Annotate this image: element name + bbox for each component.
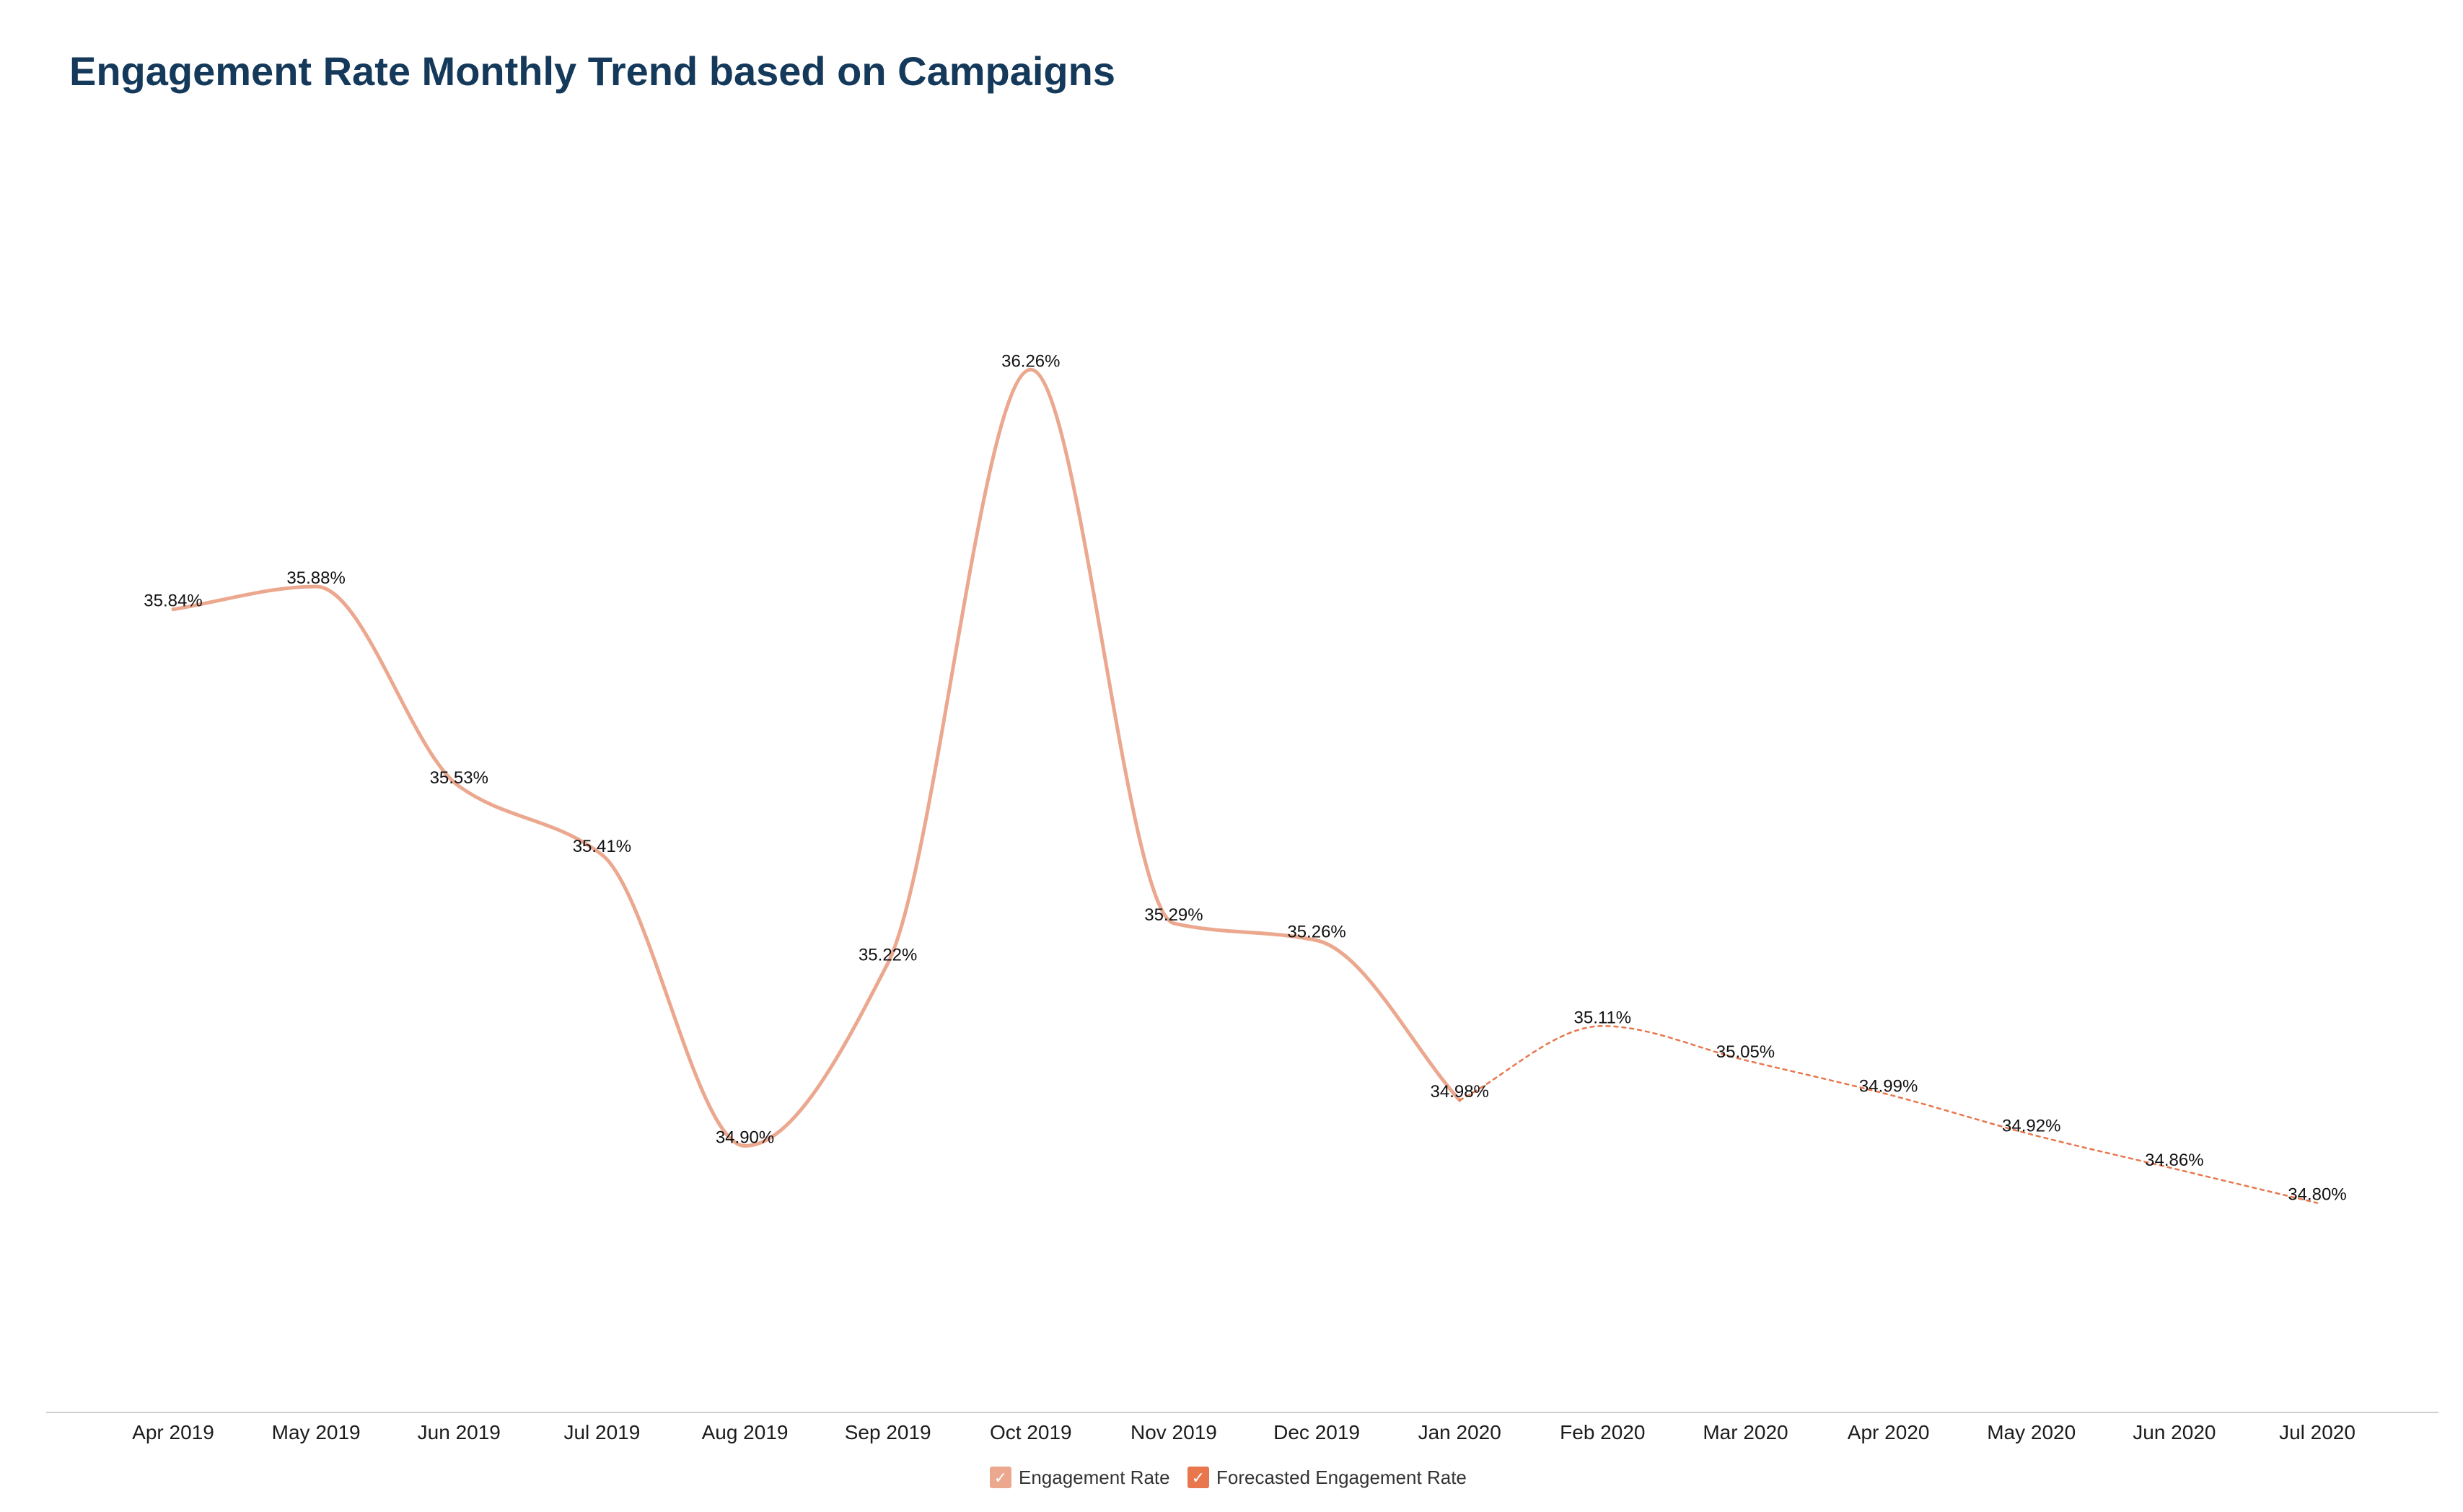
x-tick-label: Feb 2020 [1560, 1421, 1645, 1443]
data-label: 35.05% [1716, 1042, 1775, 1062]
x-tick-label: Aug 2019 [702, 1421, 789, 1443]
data-label: 35.41% [573, 837, 631, 856]
data-label: 35.26% [1287, 923, 1345, 942]
x-axis-ticks: Apr 2019 May 2019 Jun 2019 Jul 2019 Aug 2019… [132, 1421, 2356, 1443]
legend-item-engagement-rate[interactable]: ✓ Engagement Rate [990, 1467, 1170, 1488]
legend-swatch-engagement-rate [990, 1467, 1011, 1488]
data-label: 34.92% [2002, 1117, 2060, 1136]
x-tick-label: May 2020 [1987, 1421, 2076, 1443]
data-label: 35.53% [430, 768, 488, 788]
checkmark-icon: ✓ [994, 1469, 1007, 1487]
data-label: 35.84% [144, 592, 202, 611]
legend-label-engagement-rate: Engagement Rate [1019, 1467, 1170, 1488]
x-tick-label: May 2019 [272, 1421, 361, 1443]
x-tick-label: Mar 2020 [1703, 1421, 1788, 1443]
data-label: 35.11% [1574, 1008, 1632, 1027]
series-lines [171, 367, 2319, 1204]
legend-swatch-forecasted-engagement-rate [1187, 1467, 1209, 1488]
engagement-series-line[interactable] [171, 367, 1462, 1148]
x-tick-label: Apr 2020 [1848, 1421, 1930, 1443]
x-tick-label: Apr 2019 [132, 1421, 214, 1443]
forecast-series-line[interactable] [1458, 1025, 2319, 1204]
x-tick-label: Jul 2019 [563, 1421, 640, 1443]
data-labels: 35.84% 35.88% 35.53% 35.41% 34.90% 35.22% 36.2… [144, 351, 2346, 1204]
data-label: 34.86% [2145, 1151, 2203, 1170]
checkmark-icon: ✓ [1192, 1469, 1205, 1487]
chart-title: Engagement Rate Monthly Trend based on C… [69, 48, 1115, 94]
legend-label-forecasted-engagement-rate: Forecasted Engagement Rate [1216, 1467, 1467, 1488]
data-label: 34.98% [1430, 1082, 1488, 1102]
x-tick-label: Oct 2019 [990, 1421, 1072, 1443]
data-label: 34.80% [2288, 1185, 2346, 1205]
data-label: 36.26% [1001, 351, 1060, 371]
data-label: 34.90% [716, 1128, 774, 1147]
data-label: 34.99% [1859, 1076, 1918, 1096]
x-tick-label: Nov 2019 [1130, 1421, 1217, 1443]
x-tick-label: Jan 2020 [1418, 1421, 1501, 1443]
x-tick-label: Jun 2019 [418, 1421, 501, 1443]
data-label: 35.22% [859, 945, 917, 964]
x-tick-label: Sep 2019 [845, 1421, 931, 1443]
data-label: 35.88% [286, 568, 345, 588]
x-tick-label: Jul 2020 [2279, 1421, 2356, 1443]
x-tick-label: Jun 2020 [2133, 1421, 2216, 1443]
data-label: 35.29% [1144, 905, 1203, 925]
legend-item-forecasted-engagement-rate[interactable]: ✓ Forecasted Engagement Rate [1187, 1467, 1467, 1488]
legend: ✓ Engagement Rate ✓ Forecasted Engagemen… [990, 1467, 1467, 1488]
x-tick-label: Dec 2019 [1273, 1421, 1360, 1443]
